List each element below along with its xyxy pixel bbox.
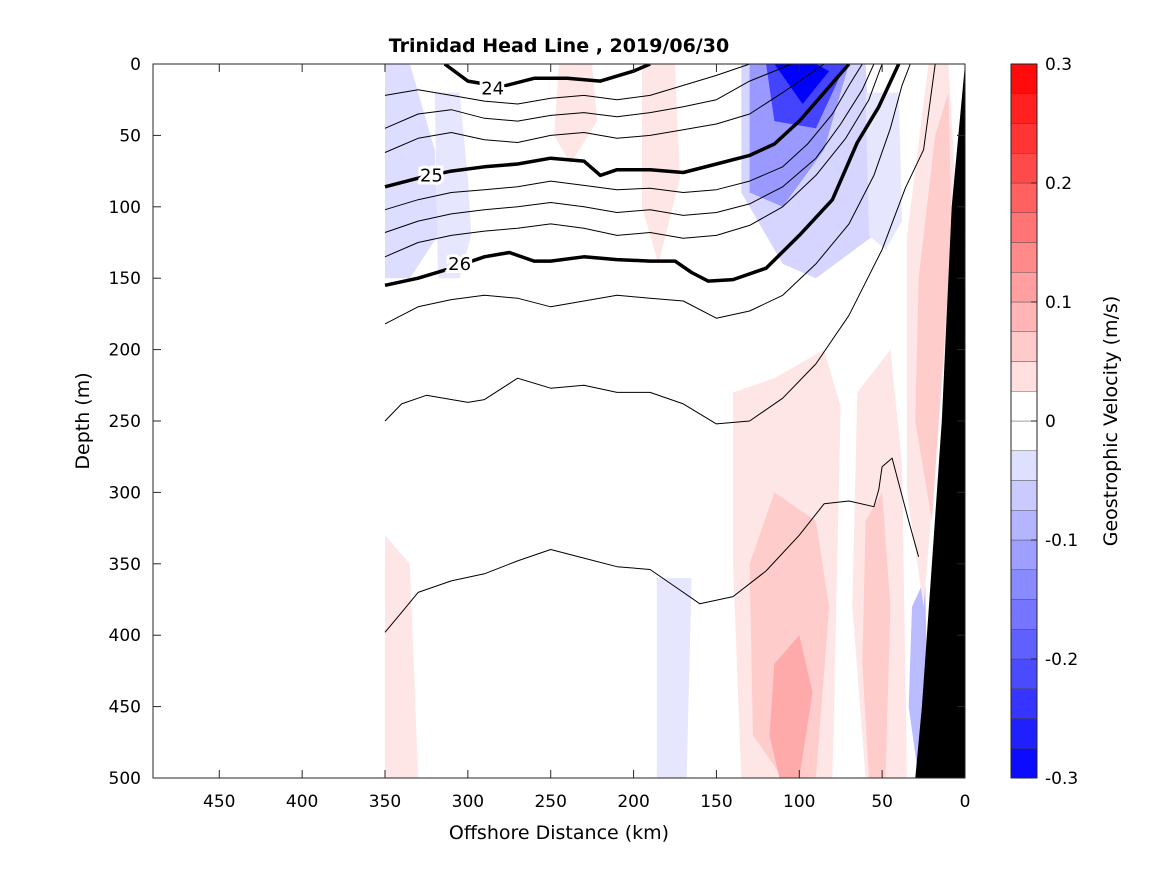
colorbar-band [1010, 480, 1038, 511]
colorbar-tick-label: 0.2 [1045, 174, 1072, 194]
colorbar-band [1010, 361, 1038, 392]
colorbar-tick-label: 0 [1045, 412, 1056, 432]
colorbar-band [1010, 420, 1038, 451]
x-tick-label: 150 [700, 792, 732, 812]
y-tick-label: 200 [109, 341, 141, 361]
colorbar-band [1010, 63, 1038, 94]
x-tick-label: 250 [534, 792, 566, 812]
colorbar-band [1010, 718, 1038, 749]
isopycnal-line [384, 64, 863, 211]
isopycnal-line [384, 457, 920, 633]
velocity-field [385, 64, 957, 778]
isopycnal-line [384, 64, 875, 233]
x-axis-ticks: 450 400 350 300 250 200 150 100 50 0 [203, 64, 970, 812]
colorbar-band [1010, 599, 1038, 630]
y-tick-label: 250 [109, 412, 141, 432]
colorbar-band [1010, 212, 1038, 243]
colorbar-band [1010, 272, 1038, 303]
y-tick-label: 50 [119, 126, 141, 146]
x-tick-label: 0 [960, 792, 971, 812]
colorbar-band [1010, 748, 1038, 779]
colorbar-bands [1010, 63, 1038, 779]
colorbar-band [1010, 182, 1038, 213]
colorbar-tick-label: -0.3 [1045, 769, 1078, 789]
isopycnal-line [384, 64, 825, 153]
southward-velocity-region [774, 64, 830, 104]
y-tick-label: 0 [130, 55, 141, 75]
x-tick-label: 450 [203, 792, 235, 812]
colorbar-band [1010, 510, 1038, 541]
isopycnal-line [384, 64, 911, 325]
y-tick-label: 150 [109, 269, 141, 289]
contour-label: 26 [448, 254, 471, 275]
colorbar-band [1010, 391, 1038, 422]
isopycnal-line [384, 64, 792, 129]
northward-velocity-region [915, 92, 952, 521]
northward-velocity-region [862, 492, 891, 778]
colorbar-tick-label: -0.1 [1045, 531, 1078, 551]
colorbar-band [1010, 629, 1038, 660]
isopycnal-line [384, 64, 936, 425]
x-tick-label: 200 [617, 792, 649, 812]
x-tick-label: 300 [452, 792, 484, 812]
southward-velocity-region [865, 92, 902, 250]
colorbar-label: Geostrophic Velocity (m/s) [1100, 296, 1122, 546]
colorbar-band [1010, 93, 1038, 124]
isopycnal-line [384, 64, 851, 189]
y-axis-ticks: 0 50 100 150 200 250 300 350 400 450 500 [109, 55, 965, 789]
x-tick-label: 100 [783, 792, 815, 812]
isopycnal-contours [384, 64, 936, 633]
isopycnal-line [384, 64, 750, 105]
isopycnal-line [384, 64, 901, 288]
colorbar-band [1010, 658, 1038, 689]
y-tick-label: 450 [109, 698, 141, 718]
colorbar-band [1010, 242, 1038, 273]
colorbar-tick-label: 0.1 [1045, 293, 1072, 313]
x-axis-label: Offshore Distance (km) [449, 822, 669, 844]
y-tick-label: 300 [109, 483, 141, 503]
y-tick-label: 100 [109, 198, 141, 218]
colorbar-band [1010, 331, 1038, 362]
x-tick-label: 50 [871, 792, 893, 812]
seafloor [915, 64, 965, 778]
x-tick-label: 400 [286, 792, 318, 812]
northward-velocity-region [769, 635, 813, 778]
northward-velocity-region [554, 64, 598, 164]
southward-velocity-region [656, 578, 692, 778]
colorbar-band [1010, 153, 1038, 184]
isopycnal-line [443, 64, 651, 89]
northward-velocity-region [641, 64, 680, 264]
colorbar: -0.3 -0.2 -0.1 0 0.1 0.2 0.3 Geostrophic Veloc… [1010, 55, 1122, 789]
colorbar-band [1010, 301, 1038, 332]
northward-velocity-region [385, 535, 419, 778]
colorbar-ticks: -0.3 -0.2 -0.1 0 0.1 0.2 0.3 [1031, 55, 1078, 789]
colorbar-tick-label: 0.3 [1045, 55, 1072, 75]
contour-label: 24 [481, 78, 504, 99]
x-tick-label: 350 [369, 792, 401, 812]
contour-labels: 24 25 26 [417, 75, 507, 278]
isopycnal-line [384, 64, 883, 258]
y-tick-label: 400 [109, 626, 141, 646]
colorbar-band [1010, 123, 1038, 154]
colorbar-band [1010, 569, 1038, 600]
y-tick-label: 500 [109, 769, 141, 789]
chart-title: Trinidad Head Line , 2019/06/30 [389, 35, 729, 57]
colorbar-band [1010, 539, 1038, 570]
colorbar-band [1010, 688, 1038, 719]
southward-velocity-region [434, 92, 472, 279]
colorbar-tick-label: -0.2 [1045, 650, 1078, 670]
y-axis-label: Depth (m) [72, 372, 94, 469]
southward-velocity-region [385, 64, 438, 279]
contour-label: 25 [420, 165, 443, 186]
colorbar-band [1010, 450, 1038, 481]
bathymetry-layer [915, 64, 965, 778]
y-tick-label: 350 [109, 555, 141, 575]
